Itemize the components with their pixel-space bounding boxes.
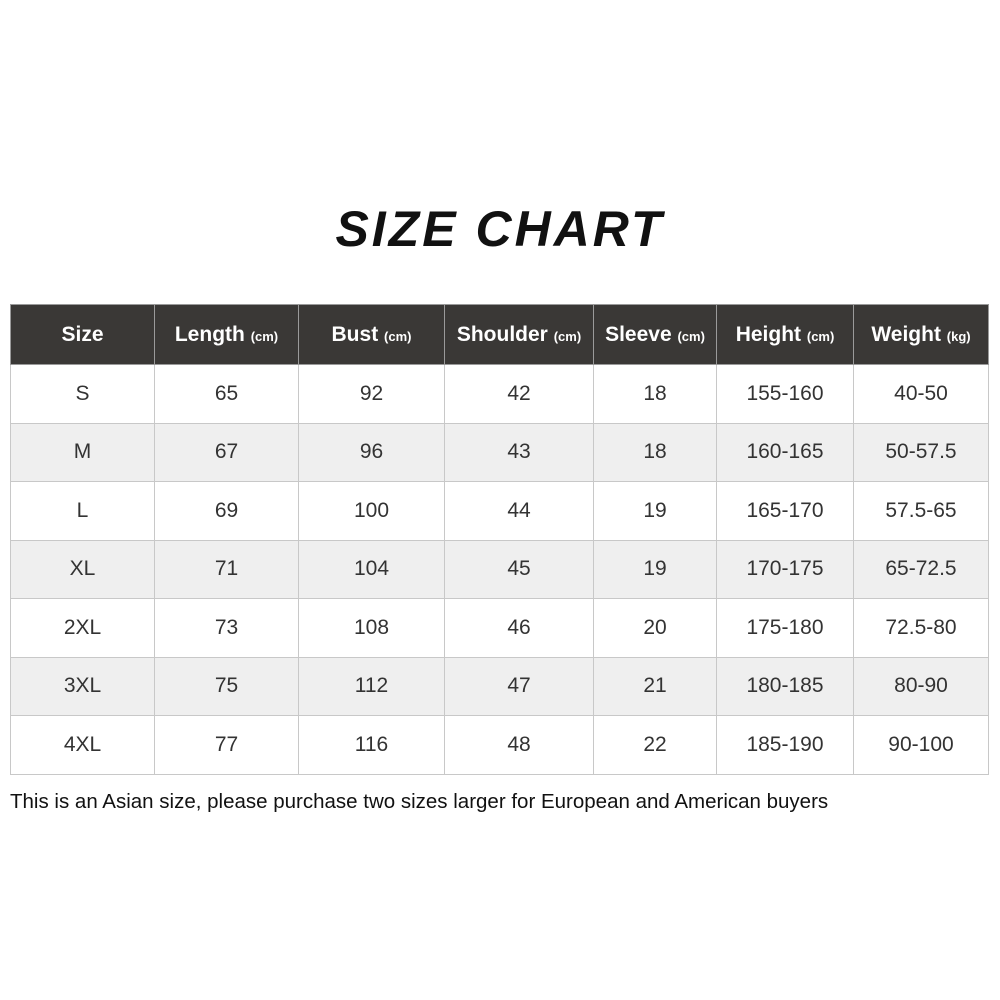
table-cell: 92 xyxy=(298,364,445,424)
table-cell: 185-190 xyxy=(716,715,854,775)
column-header-bust: Bust (cm) xyxy=(298,304,445,365)
table-cell: 45 xyxy=(444,539,594,599)
column-header-unit: (cm) xyxy=(384,328,412,344)
table-cell: 22 xyxy=(593,715,717,775)
column-header-label: Weight xyxy=(871,322,941,346)
table-cell: 160-165 xyxy=(716,422,854,482)
table-cell: 19 xyxy=(593,539,717,599)
column-header-shoulder: Shoulder (cm) xyxy=(444,304,594,365)
table-cell: 40-50 xyxy=(853,364,989,424)
table-cell: 48 xyxy=(444,715,594,775)
table-cell: 180-185 xyxy=(716,656,854,716)
column-header-size: Size xyxy=(10,304,155,365)
table-cell: 20 xyxy=(593,598,717,658)
table-row: 3XL 75 112 47 21 180-185 80-90 xyxy=(10,656,989,716)
table-cell: 100 xyxy=(298,481,445,541)
table-cell: 18 xyxy=(593,422,717,482)
column-header-label: Size xyxy=(61,322,104,346)
column-header-label: Height xyxy=(735,322,802,346)
table-cell: 19 xyxy=(593,481,717,541)
table-cell: M xyxy=(10,422,155,482)
table-cell: 47 xyxy=(444,656,594,716)
table-cell: 44 xyxy=(444,481,594,541)
column-header-label: Sleeve xyxy=(605,322,672,346)
table-cell: 18 xyxy=(593,364,717,424)
table-cell: 108 xyxy=(298,598,445,658)
table-cell: 112 xyxy=(298,656,445,716)
table-cell: 77 xyxy=(154,715,299,775)
table-cell: 170-175 xyxy=(716,539,854,599)
column-header-sleeve: Sleeve (cm) xyxy=(593,304,717,365)
table-cell: 71 xyxy=(154,539,299,599)
table-cell: L xyxy=(10,481,155,541)
column-header-label: Shoulder xyxy=(456,322,548,346)
table-cell: 75 xyxy=(154,656,299,716)
table-cell: 80-90 xyxy=(853,656,989,716)
table-cell: 50-57.5 xyxy=(853,422,989,482)
table-row: L 69 100 44 19 165-170 57.5-65 xyxy=(10,481,989,541)
table-cell: XL xyxy=(10,539,155,599)
table-cell: 155-160 xyxy=(716,364,854,424)
column-header-weight: Weight (kg) xyxy=(853,304,989,365)
table-cell: S xyxy=(10,364,155,424)
table-row: S 65 92 42 18 155-160 40-50 xyxy=(10,364,989,424)
size-chart-table: Size Length (cm) Bust (cm) Shoulder (cm) Sle… xyxy=(10,304,989,775)
table-cell: 3XL xyxy=(10,656,155,716)
table-cell: 96 xyxy=(298,422,445,482)
column-header-unit: (cm) xyxy=(677,328,705,344)
table-row: XL 71 104 45 19 170-175 65-72.5 xyxy=(10,539,989,599)
table-row: 4XL 77 116 48 22 185-190 90-100 xyxy=(10,715,989,775)
column-header-unit: (cm) xyxy=(553,328,582,344)
table-cell: 90-100 xyxy=(853,715,989,775)
table-cell: 43 xyxy=(444,422,594,482)
table-cell: 175-180 xyxy=(716,598,854,658)
size-note: This is an Asian size, please purchase t… xyxy=(10,790,829,813)
table-cell: 46 xyxy=(444,598,594,658)
table-cell: 65-72.5 xyxy=(853,539,989,599)
table-cell: 4XL xyxy=(10,715,155,775)
table-cell: 57.5-65 xyxy=(853,481,989,541)
table-cell: 73 xyxy=(154,598,299,658)
table-row: 2XL 73 108 46 20 175-180 72.5-80 xyxy=(10,598,989,658)
table-cell: 65 xyxy=(154,364,299,424)
column-header-label: Length xyxy=(174,322,245,346)
column-header-unit: (cm) xyxy=(806,328,835,344)
table-cell: 69 xyxy=(154,481,299,541)
table-cell: 116 xyxy=(298,715,445,775)
page-title: SIZE CHART xyxy=(335,201,665,257)
column-header-height: Height (cm) xyxy=(716,304,854,365)
table-cell: 67 xyxy=(154,422,299,482)
table-cell: 104 xyxy=(298,539,445,599)
table-cell: 2XL xyxy=(10,598,155,658)
table-cell: 165-170 xyxy=(716,481,854,541)
column-header-unit: (kg) xyxy=(946,328,971,344)
table-row: M 67 96 43 18 160-165 50-57.5 xyxy=(10,422,989,482)
column-header-unit: (cm) xyxy=(250,328,279,344)
table-cell: 21 xyxy=(593,656,717,716)
table-cell: 72.5-80 xyxy=(853,598,989,658)
header-row: Size Length (cm) Bust (cm) Shoulder (cm) Sle… xyxy=(10,304,989,365)
column-header-length: Length (cm) xyxy=(154,304,299,365)
table-cell: 42 xyxy=(444,364,594,424)
column-header-label: Bust xyxy=(331,322,379,346)
